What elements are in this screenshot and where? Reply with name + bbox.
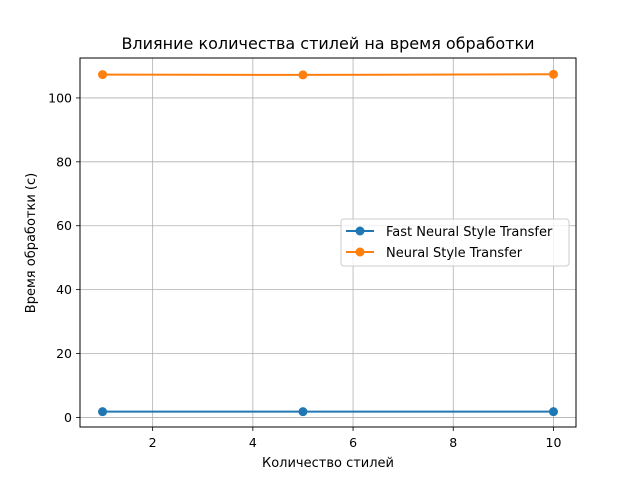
data-point-series-0 bbox=[98, 407, 107, 416]
legend-marker-fast-nst bbox=[356, 227, 365, 236]
data-point-series-0 bbox=[549, 407, 558, 416]
legend: Fast Neural Style Transfer Neural Style … bbox=[341, 219, 569, 266]
chart-title: Влияние количества стилей на время обраб… bbox=[121, 34, 534, 53]
data-point-series-0 bbox=[298, 407, 307, 416]
y-tick-label: 20 bbox=[56, 346, 72, 361]
data-point-series-1 bbox=[549, 70, 558, 79]
series-line-1 bbox=[103, 74, 554, 75]
y-tick-label: 40 bbox=[56, 282, 72, 297]
x-tick-label: 10 bbox=[546, 435, 562, 450]
x-axis-label: Количество стилей bbox=[262, 456, 394, 471]
y-tick-label: 0 bbox=[64, 410, 72, 425]
legend-label-fast-nst: Fast Neural Style Transfer bbox=[386, 225, 553, 240]
legend-marker-nst bbox=[356, 248, 365, 257]
legend-label-nst: Neural Style Transfer bbox=[386, 246, 523, 261]
y-tick-label: 80 bbox=[56, 154, 72, 169]
x-tick-label: 8 bbox=[449, 435, 457, 450]
y-tick-label: 100 bbox=[48, 90, 72, 105]
x-tick-label: 4 bbox=[249, 435, 257, 450]
y-tick-label: 60 bbox=[56, 218, 72, 233]
data-point-series-1 bbox=[98, 70, 107, 79]
x-tick-label: 2 bbox=[149, 435, 157, 450]
data-point-series-1 bbox=[298, 70, 307, 79]
y-axis-label: Время обработки (с) bbox=[24, 173, 39, 313]
x-tick-label: 6 bbox=[349, 435, 357, 450]
